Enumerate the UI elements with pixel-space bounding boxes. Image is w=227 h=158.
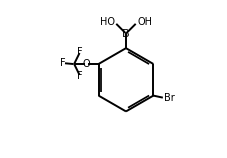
- Text: Br: Br: [164, 93, 174, 103]
- Text: HO: HO: [99, 17, 114, 27]
- Text: F: F: [76, 70, 82, 81]
- Text: B: B: [122, 29, 129, 39]
- Text: F: F: [76, 47, 82, 57]
- Text: OH: OH: [137, 17, 151, 27]
- Text: F: F: [60, 58, 66, 68]
- Text: O: O: [82, 59, 90, 69]
